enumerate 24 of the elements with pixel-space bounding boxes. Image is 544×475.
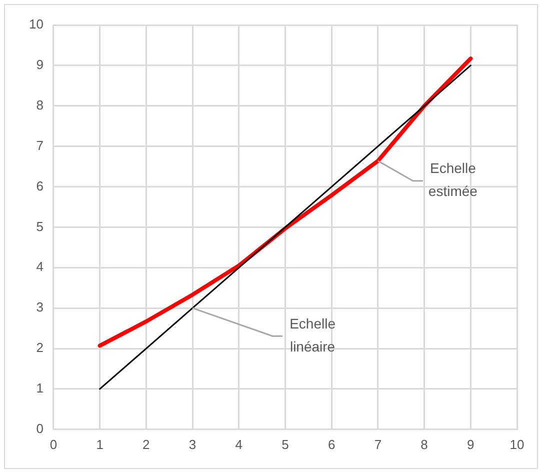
annotation: Echelle estimée	[428, 160, 478, 200]
x-tick-label: 1	[96, 436, 104, 452]
y-tick-label: 1	[36, 380, 44, 396]
x-tick-label: 4	[235, 436, 242, 452]
y-tick-label: 0	[36, 420, 44, 436]
annotation: Echelle linéaire	[290, 315, 336, 354]
y-tick-label: 5	[36, 218, 44, 234]
x-tick-label: 7	[374, 436, 382, 452]
x-tick-label: 9	[467, 436, 474, 452]
x-tick-label: 6	[328, 436, 336, 452]
y-tick-label: 9	[36, 57, 44, 72]
y-tick-label: 7	[36, 138, 44, 153]
y-tick-label: 10	[28, 16, 44, 32]
y-tick-label: 6	[36, 178, 44, 194]
x-tick-label: 0	[50, 436, 58, 452]
x-tick-label: 3	[188, 436, 196, 452]
x-tick-label: 5	[282, 436, 289, 452]
x-tick-label: 10	[510, 436, 524, 452]
y-tick-label: 2	[36, 340, 44, 356]
x-tick-label: 8	[420, 436, 428, 452]
y-tick-label: 4	[36, 259, 44, 274]
x-tick-label: 2	[142, 436, 150, 452]
y-tick-label: 8	[36, 97, 44, 112]
y-tick-label: 3	[36, 300, 44, 315]
